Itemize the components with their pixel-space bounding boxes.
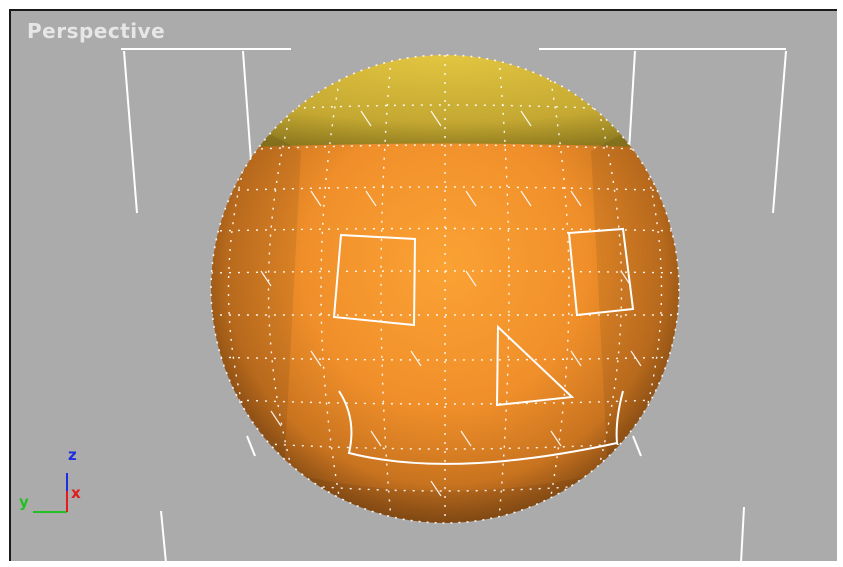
- background-guide-lines: [121, 48, 787, 561]
- face-features: [332, 227, 635, 465]
- viewport-label[interactable]: Perspective: [27, 19, 166, 43]
- x-axis-label: x: [71, 484, 81, 502]
- perspective-viewport[interactable]: z y x Perspective: [9, 9, 837, 561]
- scene-canvas[interactable]: z y x: [11, 11, 837, 561]
- z-axis-label: z: [68, 446, 77, 464]
- y-axis-label: y: [19, 493, 29, 511]
- axis-tripod: z y x: [19, 446, 81, 513]
